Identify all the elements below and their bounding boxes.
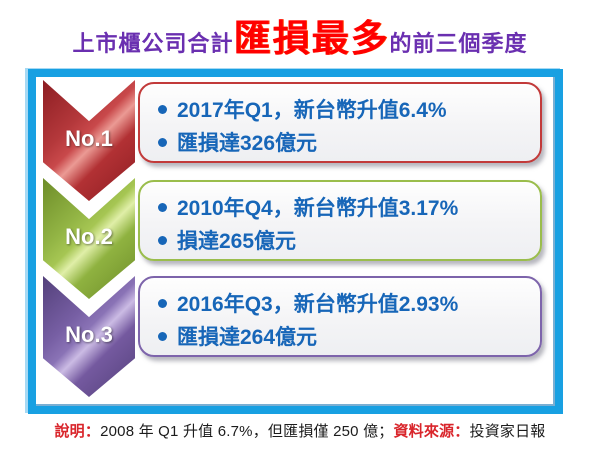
rank-1-loss-text: 匯損達326億元 — [177, 132, 318, 155]
footnote-note-text: 2008 年 Q1 升值 6.7%，但匯損僅 250 億； — [100, 423, 394, 440]
rank-2-loss-text: 損達265億元 — [177, 230, 297, 253]
rank-2-loss-line: 損達265億元 — [154, 224, 530, 256]
bullet-icon — [158, 331, 167, 341]
rank-1-label: No.1 — [65, 126, 113, 151]
page-title: 上市櫃公司合計 匯損最多 的前三個季度 — [0, 8, 600, 64]
footnote-note-label: 說明： — [54, 423, 101, 440]
footnote-source-label: 資料來源： — [393, 423, 470, 440]
rank-3-card: 2016年Q3，新台幣升值2.93% 匯損達264億元 — [138, 276, 542, 357]
title-highlight: 匯損最多 — [233, 18, 390, 59]
bullet-icon — [158, 137, 167, 147]
title-prefix: 上市櫃公司合計 — [72, 31, 234, 56]
rank-2-quarter-text: 2010年Q4，新台幣升值3.17% — [177, 197, 459, 220]
footnote: 說明：2008 年 Q1 升值 6.7%，但匯損僅 250 億；資料來源：投資家… — [0, 420, 600, 441]
title-suffix: 的前三個季度 — [389, 31, 528, 56]
rank-1-loss-line: 匯損達326億元 — [154, 126, 530, 158]
bullet-icon — [158, 235, 167, 245]
rank-1-quarter-line: 2017年Q1，新台幣升值6.4% — [154, 93, 530, 125]
rank-3-label: No.3 — [65, 322, 113, 347]
bullet-icon — [158, 202, 167, 212]
bullet-icon — [158, 298, 167, 308]
rank-3-loss-text: 匯損達264億元 — [177, 326, 318, 349]
footnote-source-text: 投資家日報 — [469, 423, 546, 440]
rank-2-card: 2010年Q4，新台幣升值3.17% 損達265億元 — [138, 180, 542, 261]
rank-2-quarter-line: 2010年Q4，新台幣升值3.17% — [154, 191, 530, 223]
rank-1-card: 2017年Q1，新台幣升值6.4% 匯損達326億元 — [138, 82, 542, 163]
rank-3-loss-line: 匯損達264億元 — [154, 320, 530, 352]
rank-2-label: No.2 — [65, 224, 113, 249]
rank-1-quarter-text: 2017年Q1，新台幣升值6.4% — [177, 99, 447, 122]
rank-3-quarter-line: 2016年Q3，新台幣升值2.93% — [154, 287, 530, 319]
rank-3-quarter-text: 2016年Q3，新台幣升值2.93% — [177, 293, 459, 316]
bullet-icon — [158, 104, 167, 114]
